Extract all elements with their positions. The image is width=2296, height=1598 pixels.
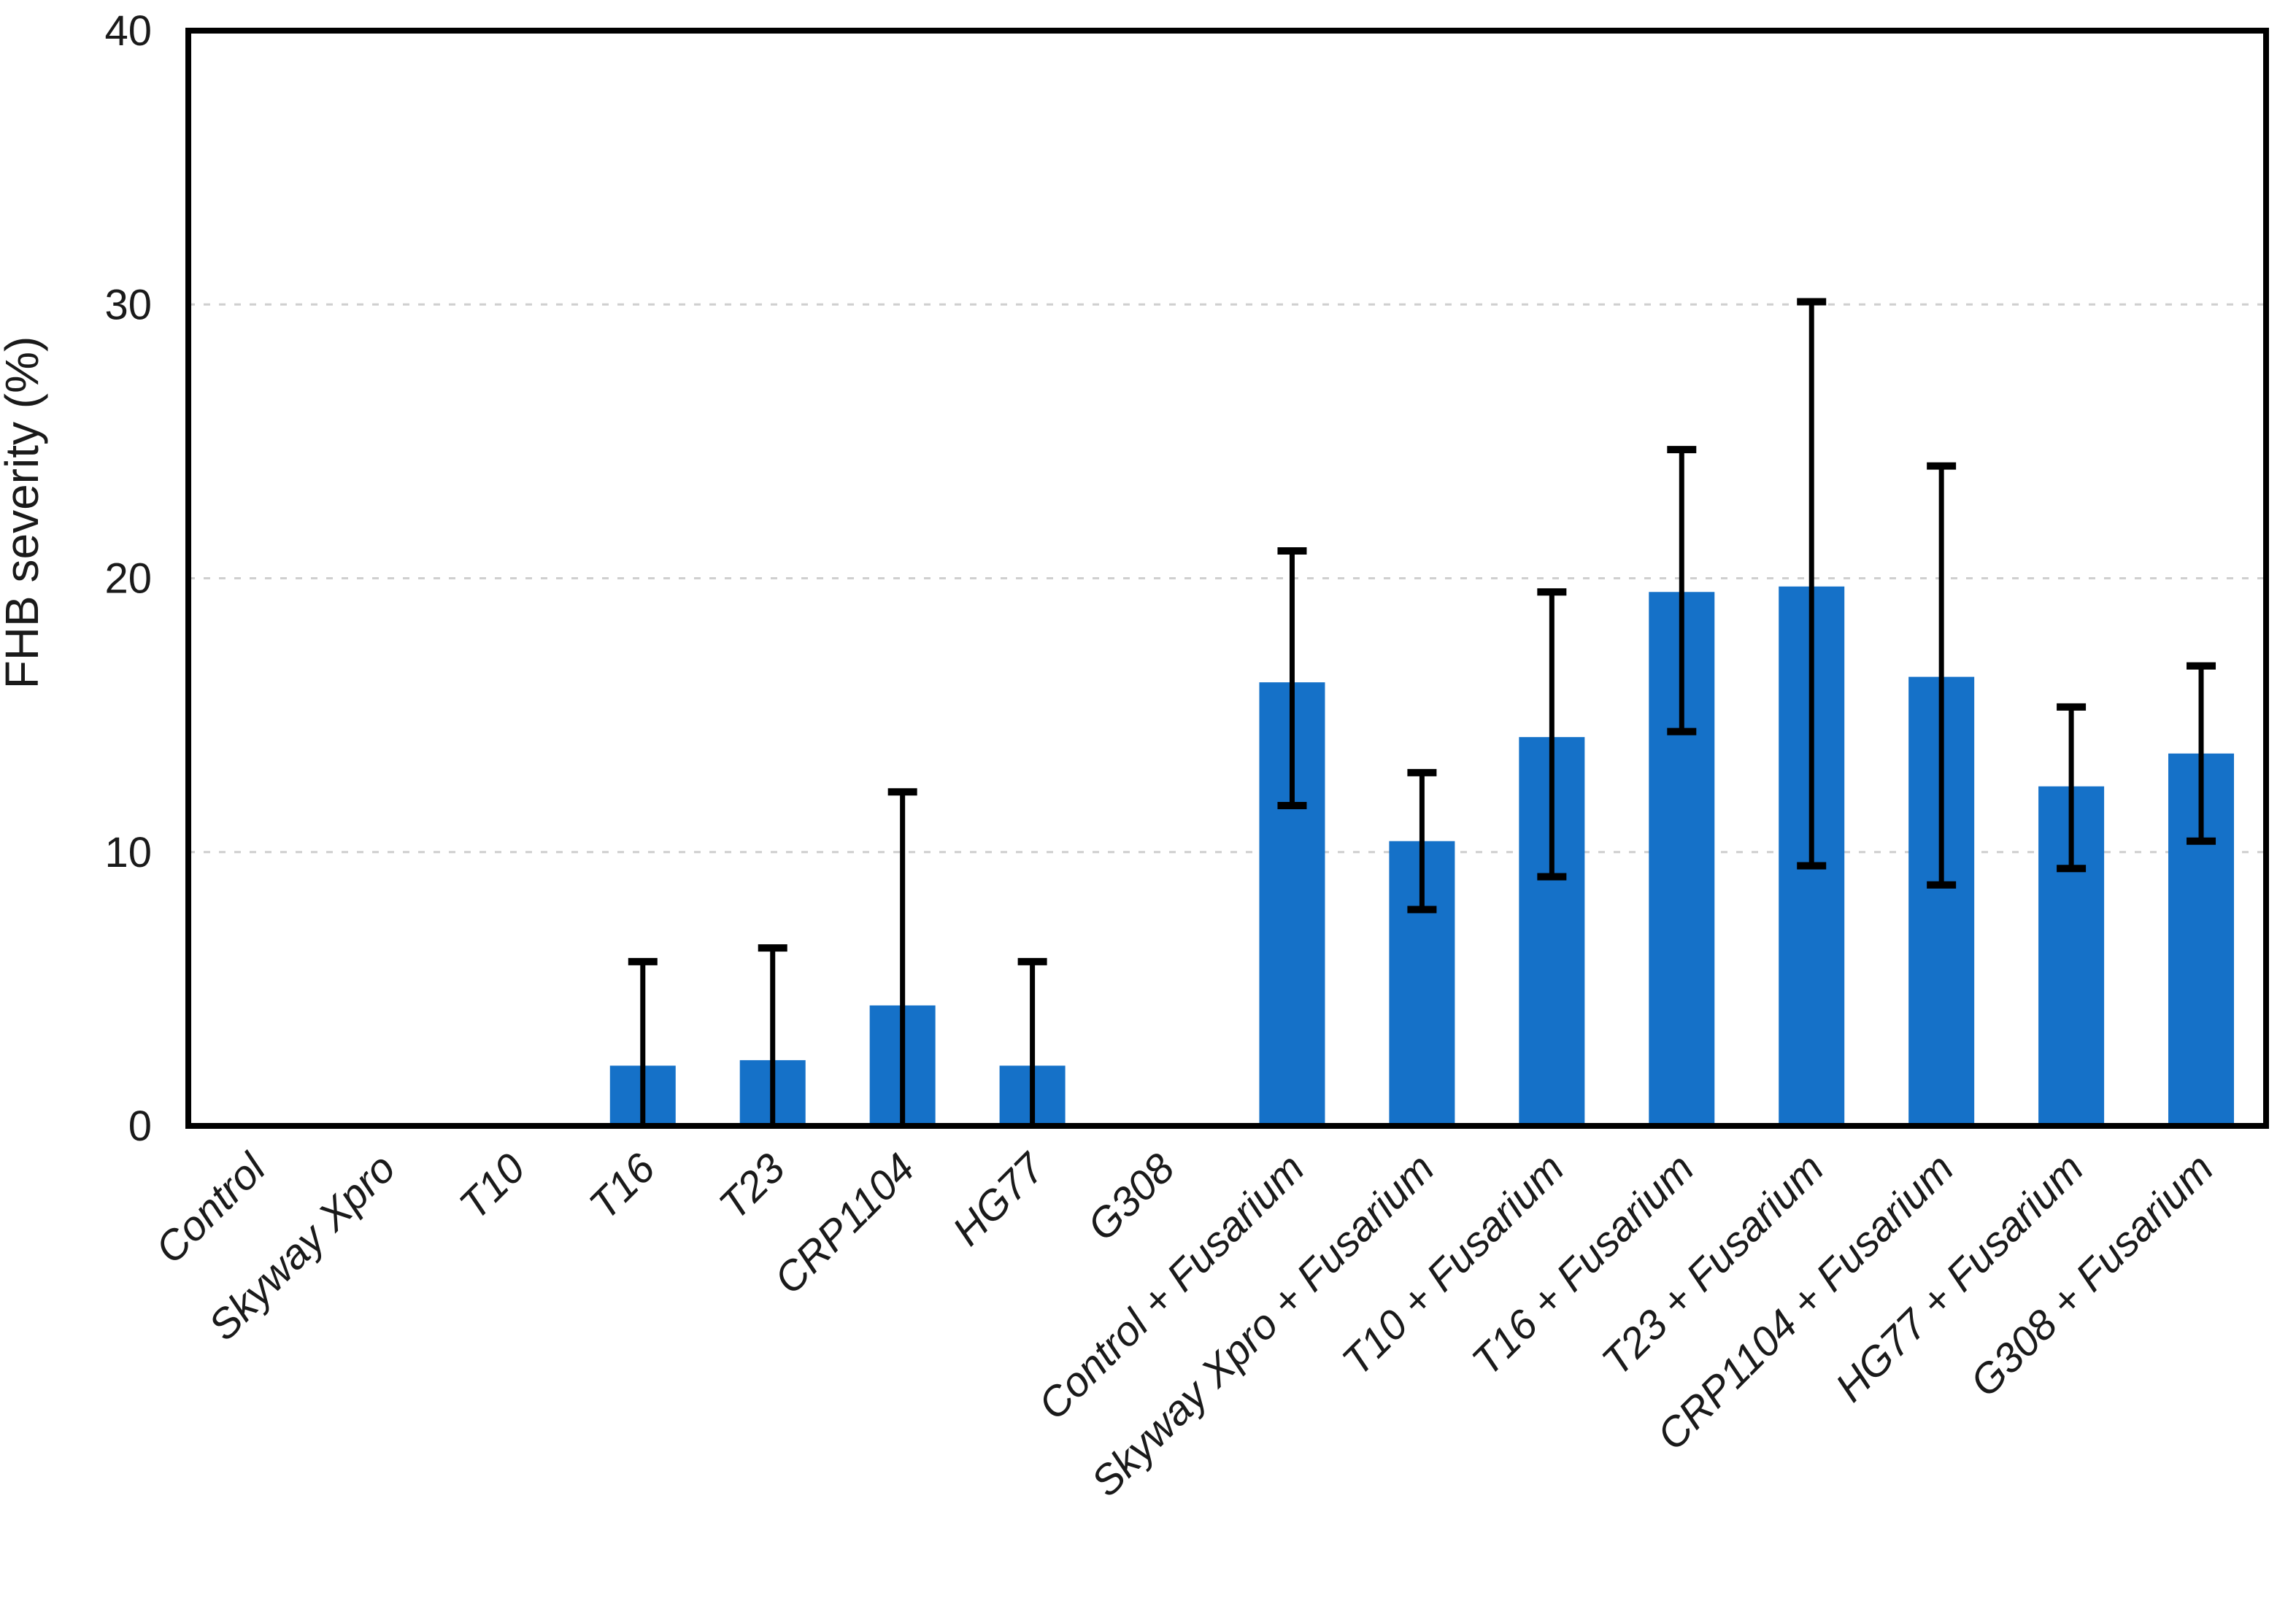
y-axis-title: FHB severity (%) bbox=[0, 336, 48, 690]
y-tick-label: 40 bbox=[104, 7, 152, 55]
y-tick-label: 0 bbox=[128, 1103, 152, 1150]
y-tick-label: 10 bbox=[104, 829, 152, 876]
y-tick-label: 30 bbox=[104, 281, 152, 328]
plot-frame bbox=[185, 28, 2269, 1129]
y-tick-label: 20 bbox=[104, 555, 152, 603]
